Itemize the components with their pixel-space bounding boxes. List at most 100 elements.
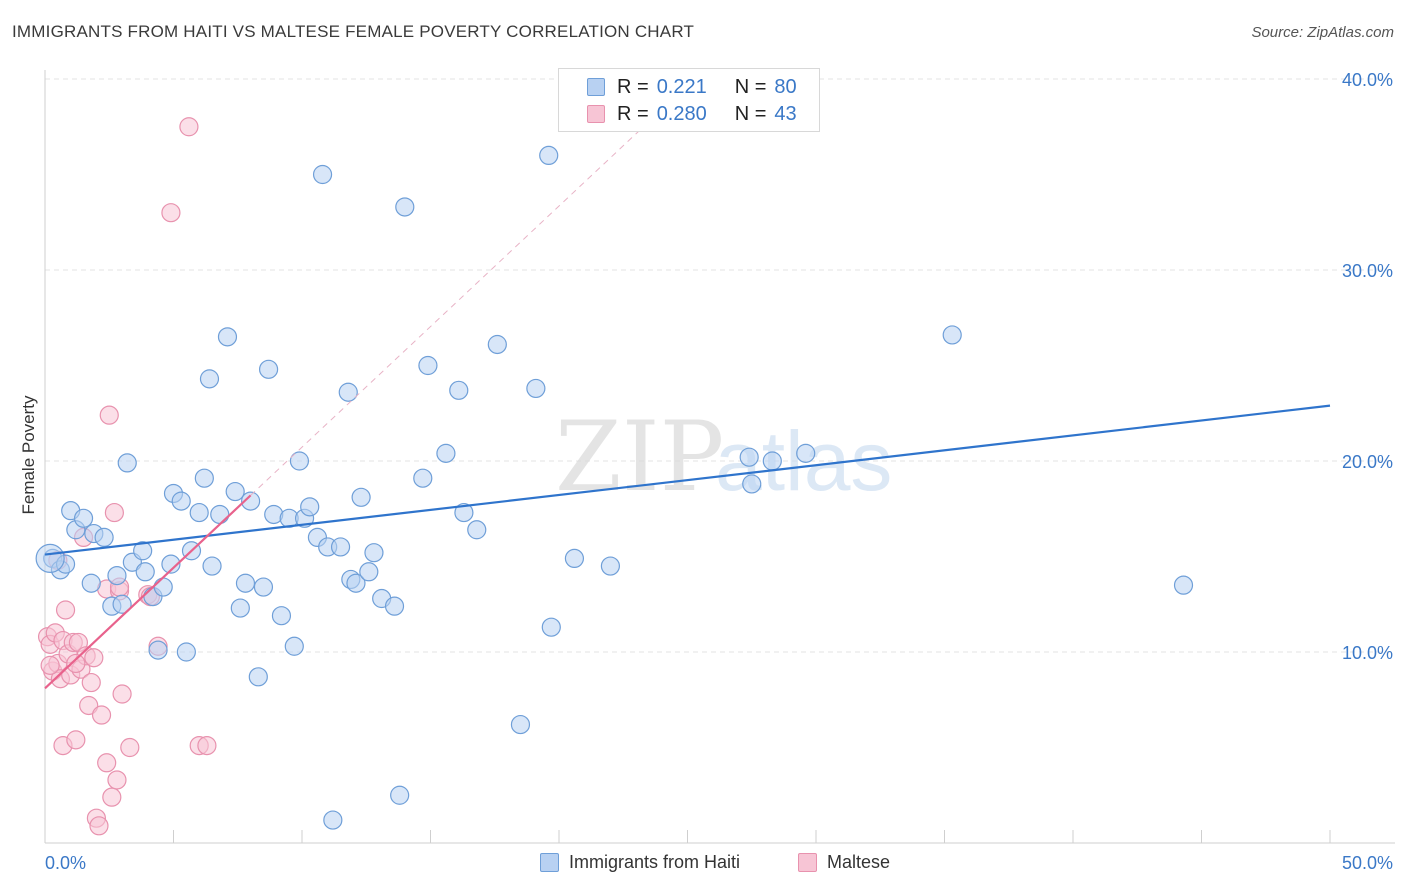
haiti-point [225,481,245,502]
bottom-label-maltese: Maltese [827,852,891,872]
haiti-point [133,541,153,561]
maltese-point [120,737,140,758]
x-tick-label-max: 50.0% [1342,853,1393,873]
haiti-point [284,636,304,656]
legend-r-label: R = [617,102,649,125]
haiti-point [248,667,268,687]
haiti-point [418,355,438,376]
haiti-point [762,451,782,471]
haiti-point [1173,575,1194,595]
haiti-point [135,562,155,582]
haiti-point [742,474,762,494]
haiti-point [148,640,168,660]
maltese-trend-line [44,494,252,690]
haiti-point [384,596,405,616]
haiti-point [364,543,384,563]
haiti-point [942,325,962,345]
haiti-point [258,359,279,379]
haiti-point [202,556,222,576]
maltese-point [89,816,109,836]
haiti-point [338,382,358,402]
haiti-point [510,714,531,735]
maltese-point [102,787,122,807]
haiti-point [153,577,173,597]
axes [44,70,1395,844]
haiti-point [564,548,585,569]
haiti-point [300,497,320,517]
maltese-point [97,753,117,773]
y-tick-label: 20.0% [1342,452,1393,472]
bottom-swatch-haiti [540,853,559,872]
haiti-point [189,502,209,523]
maltese-point [197,735,217,756]
haiti-point [73,508,94,528]
maltese-point [40,655,60,675]
maltese-point [107,770,127,790]
bottom-legend-maltese: Maltese [798,852,890,873]
y-tick-label: 10.0% [1342,643,1393,663]
haiti-point [312,164,333,185]
haiti-point [395,197,415,217]
haiti-point [449,380,469,400]
maltese-point [91,705,112,725]
haiti-point [390,785,410,805]
trend-lines [44,109,1331,690]
bottom-swatch-maltese [798,853,817,872]
maltese-point [179,117,199,137]
haiti-point [241,491,261,511]
stats-legend: R = 0.221 N = 80 R = 0.280 N = 43 [558,68,820,132]
haiti-trend-line [44,404,1331,556]
haiti-point [94,527,114,548]
haiti-point [323,810,343,830]
legend-row-haiti: R = 0.221 N = 80 [587,75,797,99]
maltese-point [81,672,101,693]
haiti-point [739,447,759,467]
haiti-point [796,443,816,463]
legend-n-label: N = [734,102,767,125]
legend-r-label: R = [617,75,649,98]
haiti-point [359,562,379,582]
legend-n-value: 80 [774,75,797,98]
maltese-point [99,405,119,425]
haiti-point [330,537,351,557]
haiti-point-cluster [35,543,65,574]
maltese-point [66,653,86,674]
haiti-point [112,594,132,614]
x-tick-label-min: 0.0% [45,853,86,873]
haiti-point [436,443,456,463]
haiti-point [271,606,292,626]
legend-swatch-haiti [587,78,605,96]
haiti-point [600,556,621,576]
haiti-point [210,504,230,525]
haiti-point [253,577,274,597]
haiti-point [526,378,546,399]
legend-n-value: 43 [774,102,797,125]
haiti-point [217,327,238,347]
bottom-legend-haiti: Immigrants from Haiti [540,852,740,873]
haiti-point [235,573,256,593]
legend-r-value: 0.280 [656,102,707,125]
haiti-point [199,369,220,389]
haiti-point [413,468,433,488]
watermark-zip: ZIP [555,401,724,513]
haiti-point [161,554,181,574]
haiti-point [467,520,487,540]
grid-lines [45,78,1395,653]
maltese-points [37,117,217,836]
haiti-point [230,598,250,618]
haiti-point [107,565,127,586]
y-tick-label: 40.0% [1342,70,1393,90]
maltese-trend-extension [250,109,663,496]
maltese-point [55,600,76,620]
haiti-points [35,145,1194,830]
maltese-point [66,730,86,750]
maltese-point [104,502,124,523]
haiti-point [541,617,561,637]
source-label: Source: ZipAtlas.com [1251,24,1394,41]
haiti-point [289,451,310,471]
legend-r-value: 0.221 [656,75,707,98]
legend-n-label: N = [734,75,767,98]
legend-row-maltese: R = 0.280 N = 43 [587,102,797,126]
tick-labels: 10.0% 20.0% 30.0% 40.0% 0.0% 50.0% [45,70,1393,873]
